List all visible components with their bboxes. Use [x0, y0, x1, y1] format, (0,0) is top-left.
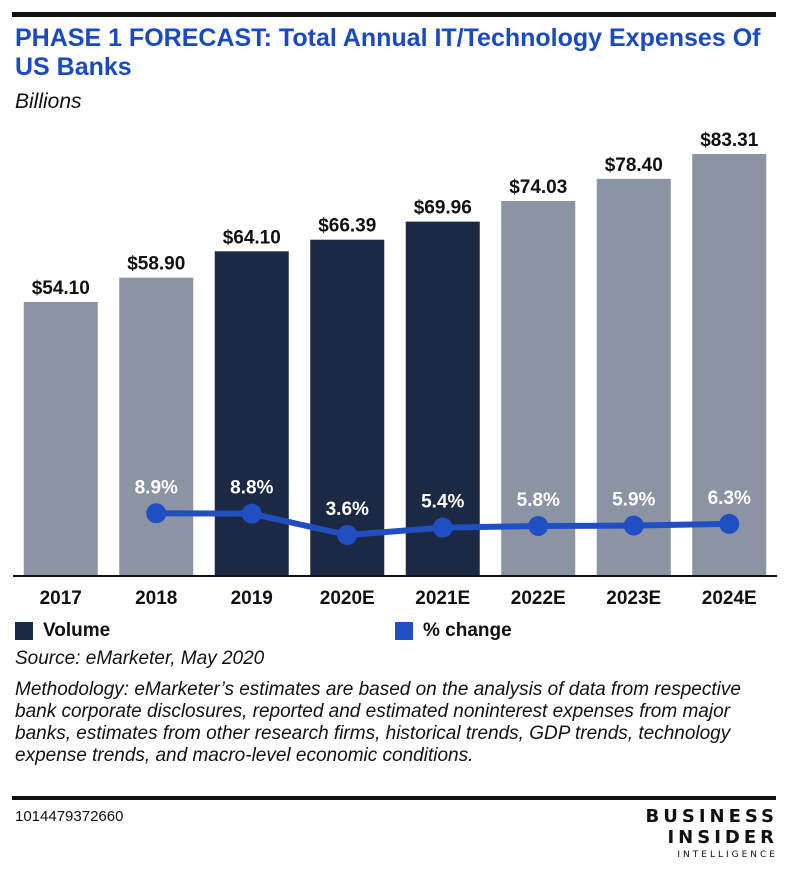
x-tick-2023E: 2023E [606, 588, 661, 609]
change-point-2018 [146, 503, 167, 524]
change-label-2022E: 5.8% [517, 490, 560, 511]
x-tick-2020E: 2020E [320, 588, 375, 609]
x-tick-2021E: 2021E [415, 588, 470, 609]
bar-2018 [119, 277, 194, 576]
logo-line-2: INSIDER [667, 827, 778, 848]
legend-swatch-change [395, 622, 413, 640]
bar-label-2017: $54.10 [32, 278, 90, 299]
business-insider-logo: BUSINESS INSIDER INTELLIGENCE [646, 806, 778, 860]
logo-line-3: INTELLIGENCE [677, 850, 778, 860]
logo-line-1: BUSINESS [645, 806, 778, 827]
legend-label-volume: Volume [43, 620, 111, 641]
x-tick-2017: 2017 [40, 588, 82, 609]
bar-2017 [23, 301, 98, 576]
x-tick-2022E: 2022E [511, 588, 566, 609]
bar-2020E [310, 239, 385, 576]
chart-id: 1014479372660 [15, 808, 124, 825]
bar-2024E [692, 154, 767, 576]
chart-title: PHASE 1 FORECAST: Total Annual IT/Techno… [15, 24, 761, 81]
x-tick-2019: 2019 [231, 588, 273, 609]
bar-label-2021E: $69.96 [414, 198, 472, 219]
bar-line-chart: $54.10 2017 $58.90 2018 $64.10 2019 $66.39 2020… [13, 120, 777, 609]
change-label-2020E: 3.6% [326, 499, 369, 520]
bar-label-2024E: $83.31 [700, 130, 759, 151]
bar-2022E [501, 201, 576, 576]
change-point-2022E [528, 515, 549, 536]
change-label-2018: 8.9% [135, 477, 178, 498]
source-note: Source: eMarketer, May 2020 [15, 648, 265, 669]
top-rule [12, 12, 776, 17]
change-point-2023E [623, 515, 644, 536]
change-point-2020E [337, 525, 358, 545]
change-label-2024E: 6.3% [708, 488, 751, 509]
change-label-2023E: 5.9% [612, 490, 655, 511]
bar-label-2019: $64.10 [223, 227, 281, 248]
change-point-2021E [432, 517, 453, 538]
change-label-2021E: 5.4% [421, 492, 464, 513]
methodology-note: Methodology: eMarketer’s estimates are b… [15, 679, 741, 766]
legend-swatch-volume [15, 622, 33, 640]
change-label-2019: 8.8% [230, 478, 273, 499]
x-tick-2024E: 2024E [702, 588, 757, 609]
bar-2021E [405, 221, 480, 576]
bar-label-2020E: $66.39 [318, 216, 376, 237]
x-tick-2018: 2018 [135, 588, 177, 609]
bar-label-2023E: $78.40 [605, 155, 663, 176]
legend-item-volume: Volume [15, 620, 110, 642]
bar-label-2022E: $74.03 [509, 177, 567, 198]
bottom-rule [12, 796, 776, 800]
legend-label-change: % change [423, 620, 512, 641]
change-point-2019 [241, 503, 262, 524]
bar-2023E [596, 178, 671, 576]
bar-label-2018: $58.90 [127, 254, 185, 275]
change-point-2024E [719, 513, 740, 534]
bar-2019 [214, 251, 289, 576]
chart-subtitle: Billions [15, 90, 82, 113]
legend-item-change: % change [395, 620, 512, 642]
